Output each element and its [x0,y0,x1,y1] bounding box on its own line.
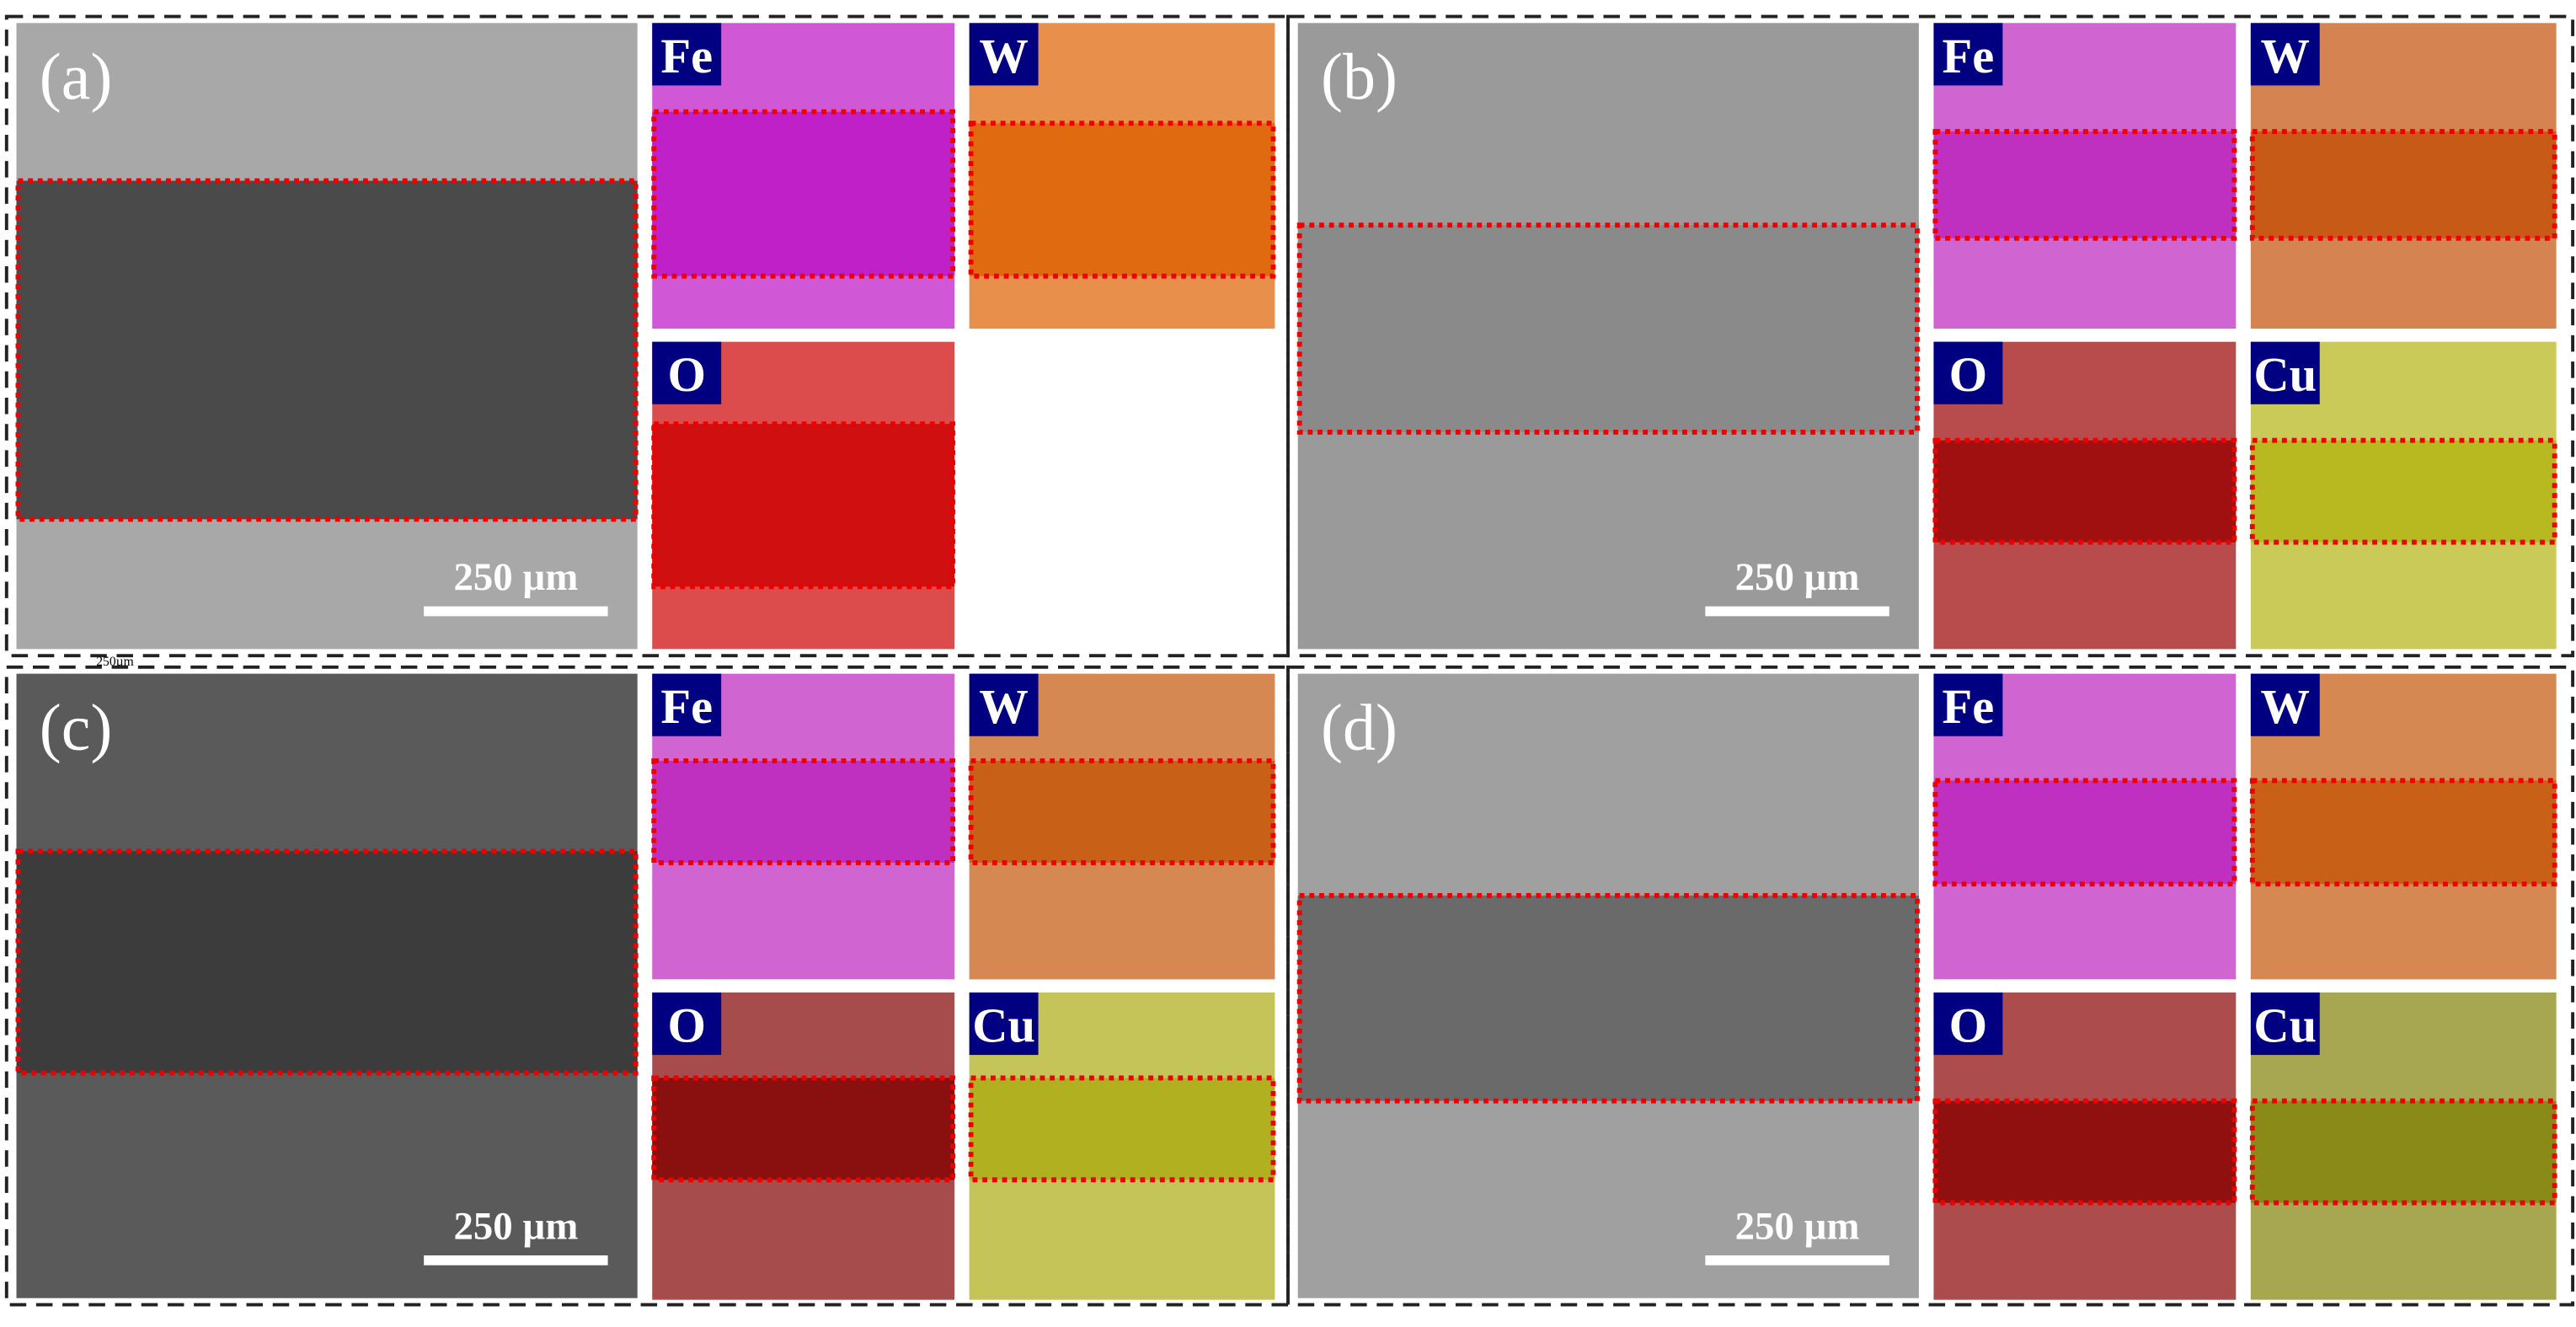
element-label: O [1949,998,1988,1052]
element-tag [2250,23,2320,86]
eds-band [1933,780,2237,885]
element-label: Cu [2253,998,2317,1052]
band-outline [1932,129,2237,241]
band-outline [968,1075,1276,1183]
scale-bar-label: 250 µm [453,555,578,599]
panel-label: (b) [1321,40,1398,113]
panel: (c) 250 µm Fe W O Cu [4,665,1290,1307]
eds-band [1933,440,2237,543]
track-outline [15,178,639,522]
scale-bar-label: 250 µm [1735,1205,1860,1249]
element-label: W [2261,679,2311,734]
scale-bar-label: 250 µm [453,1205,578,1249]
element-tag [652,673,722,736]
eds-band [2250,780,2557,885]
element-label: Fe [660,679,713,734]
panel: (b) 250 µm Fe W O Cu [1286,14,2575,658]
element-tag [969,673,1039,736]
element-label: W [979,29,1029,83]
track-outline [15,848,639,1076]
band-outline [968,758,1276,865]
element-tag [969,992,1039,1056]
eds-band [652,111,955,276]
band-outline [2249,1098,2557,1206]
wear-track [16,180,638,520]
band-outline [1932,1098,2237,1206]
band-outline [651,1075,956,1183]
wear-track [1297,225,1919,432]
eds-band [969,760,1275,863]
element-tag [2250,992,2320,1056]
eds-band [969,1078,1275,1180]
scale-bar-label: 250 µm [1735,555,1860,599]
wear-track [1297,895,1919,1101]
band-outline [651,758,956,865]
panel-label: (a) [40,40,113,113]
element-tag [652,992,722,1056]
band-outline [2249,437,2557,545]
band-outline [968,120,1276,279]
panel-label: (d) [1321,690,1398,763]
element-label: O [1949,347,1988,402]
band-outline [1932,778,2237,887]
eds-band [2250,440,2557,543]
band-outline [2249,129,2557,241]
eds-band [652,1078,955,1180]
element-tag [2250,341,2320,404]
wear-track [16,851,638,1073]
element-label: W [2261,29,2311,83]
element-tag [969,23,1039,86]
eds-band [652,760,955,863]
eds-band [1933,131,2237,238]
element-tag [2250,673,2320,736]
band-outline [651,421,956,590]
panel: (d) 250 µm Fe W O Cu [1286,665,2575,1307]
element-tag [652,23,722,86]
element-tag [652,341,722,404]
element-label: Fe [1943,679,1995,734]
panel-border [4,14,1290,658]
panel-border [4,665,1290,1307]
scale-bar [424,606,608,617]
eds-band [969,123,1275,276]
track-outline [1296,892,1920,1104]
eds-band [2250,131,2557,238]
element-label: Fe [1943,29,1995,83]
element-tag [1933,673,2003,736]
band-outline [2249,778,2557,887]
eds-band [652,424,955,587]
element-tag [1933,992,2003,1056]
panel-label: (c) [40,690,113,763]
eds-band [2250,1100,2557,1203]
scale-bar [1705,606,1889,617]
scale-bar [424,1255,608,1265]
element-tag [1933,23,2003,86]
panel-border [1286,14,2575,658]
element-label: Cu [972,998,1035,1052]
element-label: O [667,998,706,1052]
element-label: W [979,679,1029,734]
panel-border [1286,665,2575,1307]
band-outline [1932,437,2237,545]
element-tag [1933,341,2003,404]
eds-band [1933,1100,2237,1203]
element-label: O [667,347,706,402]
element-label: Fe [660,29,713,83]
panel: (a) 250 µm 250µm Fe W O [4,14,1290,669]
sub-label: 250µm [96,655,134,669]
scale-bar [1705,1255,1889,1265]
band-outline [651,109,956,279]
element-label: Cu [2253,347,2317,402]
